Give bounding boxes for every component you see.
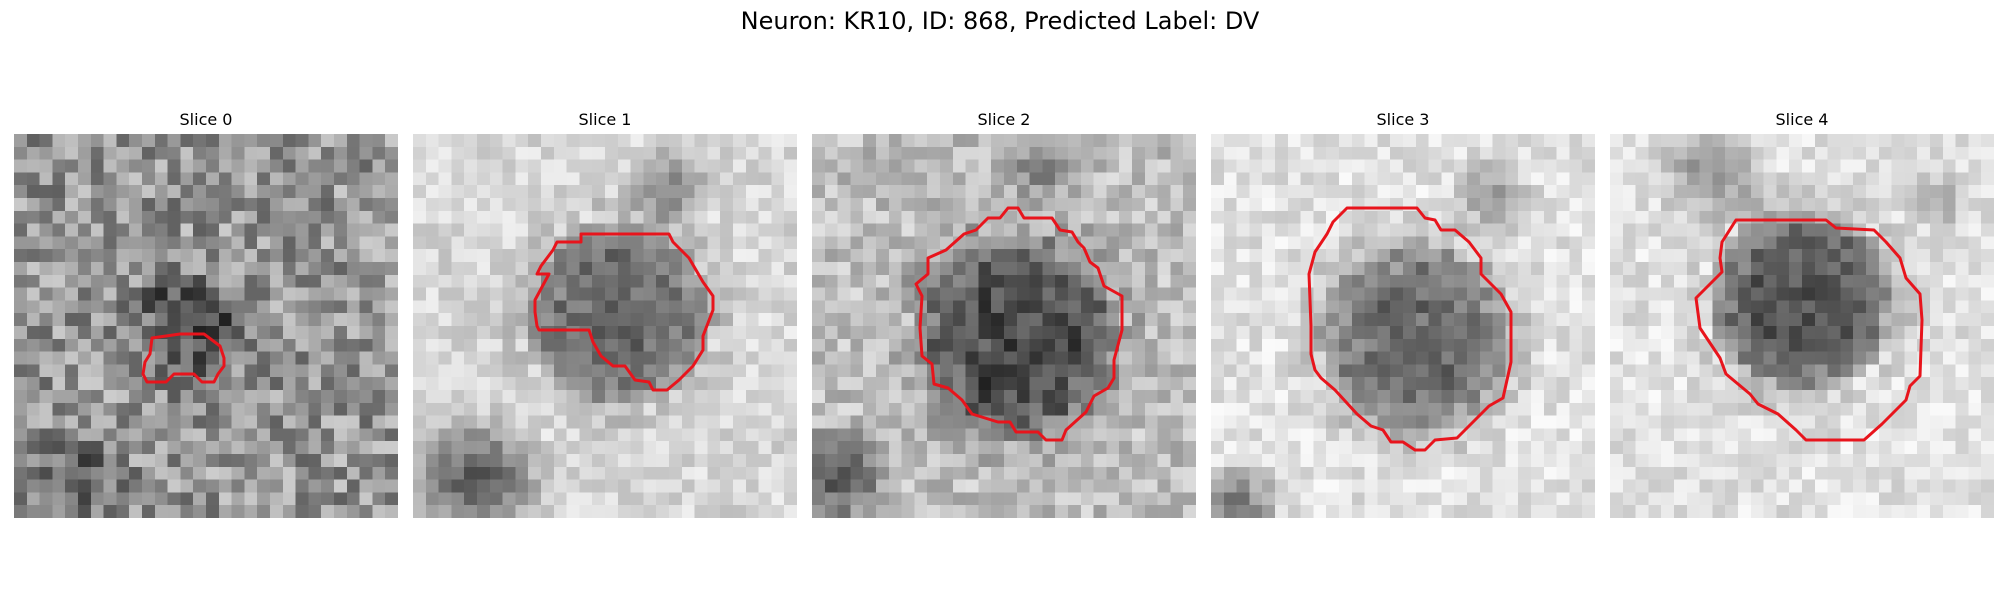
- figure-title: Neuron: KR10, ID: 868, Predicted Label: …: [740, 7, 1260, 35]
- slice-title: Slice 4: [1775, 110, 1829, 129]
- slice-image: [14, 134, 398, 518]
- contour-outline: [1694, 218, 1924, 442]
- slice-title: Slice 3: [1376, 110, 1430, 129]
- contour-outline: [1307, 206, 1513, 452]
- slice-panel-1: Slice 1: [413, 108, 797, 518]
- slice-title: Slice 0: [179, 110, 233, 129]
- slice-title: Slice 1: [578, 110, 632, 129]
- slice-image: [1211, 134, 1595, 518]
- cell-contour: [914, 206, 1124, 442]
- contour-outline: [533, 232, 715, 392]
- slice-image: [413, 134, 797, 518]
- cell-contour: [141, 332, 226, 384]
- cell-contour: [1307, 206, 1513, 452]
- contour-outline: [914, 206, 1124, 442]
- microscopy-image: [1211, 134, 1595, 518]
- contour-outline: [141, 332, 226, 384]
- slice-image: [1610, 134, 1994, 518]
- microscopy-image: [1610, 134, 1994, 518]
- cell-contour: [1694, 218, 1924, 442]
- slice-image: [812, 134, 1196, 518]
- slice-title: Slice 2: [977, 110, 1031, 129]
- slice-panel-3: Slice 3: [1211, 108, 1595, 518]
- cell-contour: [533, 232, 715, 392]
- microscopy-image: [413, 134, 797, 518]
- slice-panel-2: Slice 2: [812, 108, 1196, 518]
- microscopy-image: [14, 134, 398, 518]
- slice-panel-4: Slice 4: [1610, 108, 1994, 518]
- slice-panel-0: Slice 0: [14, 108, 398, 518]
- microscopy-image: [812, 134, 1196, 518]
